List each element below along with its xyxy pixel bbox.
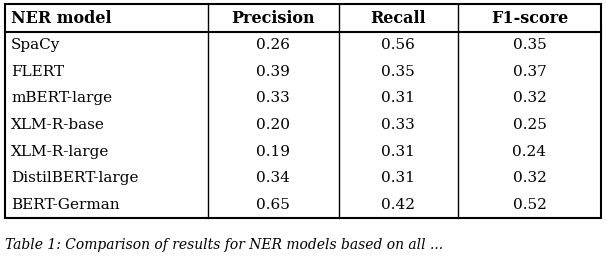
Text: 0.33: 0.33: [256, 91, 290, 106]
Text: Recall: Recall: [371, 9, 426, 26]
Text: 0.39: 0.39: [256, 65, 290, 79]
Text: mBERT-large: mBERT-large: [11, 91, 112, 106]
Text: 0.25: 0.25: [513, 118, 547, 132]
Text: 0.42: 0.42: [381, 198, 415, 212]
Text: DistilBERT-large: DistilBERT-large: [11, 171, 139, 185]
Text: Table 1: Comparison of results for NER models based on all ...: Table 1: Comparison of results for NER m…: [5, 238, 443, 252]
Text: 0.31: 0.31: [381, 145, 415, 159]
Text: 0.32: 0.32: [513, 171, 547, 185]
Text: 0.65: 0.65: [256, 198, 290, 212]
Text: 0.37: 0.37: [513, 65, 547, 79]
Text: NER model: NER model: [11, 9, 112, 26]
Text: 0.31: 0.31: [381, 171, 415, 185]
Text: 0.31: 0.31: [381, 91, 415, 106]
Text: BERT-German: BERT-German: [11, 198, 119, 212]
Text: FLERT: FLERT: [11, 65, 64, 79]
Text: 0.33: 0.33: [382, 118, 415, 132]
Text: 0.56: 0.56: [381, 38, 415, 52]
Text: XLM-R-base: XLM-R-base: [11, 118, 105, 132]
Text: Precision: Precision: [231, 9, 315, 26]
Text: 0.26: 0.26: [256, 38, 290, 52]
Text: XLM-R-large: XLM-R-large: [11, 145, 109, 159]
Text: 0.24: 0.24: [513, 145, 547, 159]
Text: 0.20: 0.20: [256, 118, 290, 132]
Text: 0.19: 0.19: [256, 145, 290, 159]
Bar: [5, 4, 601, 218]
Text: 0.35: 0.35: [382, 65, 415, 79]
Text: 0.52: 0.52: [513, 198, 547, 212]
Text: 0.34: 0.34: [256, 171, 290, 185]
Text: F1-score: F1-score: [491, 9, 568, 26]
Text: 0.35: 0.35: [513, 38, 547, 52]
Text: 0.32: 0.32: [513, 91, 547, 106]
Text: SpaCy: SpaCy: [11, 38, 61, 52]
